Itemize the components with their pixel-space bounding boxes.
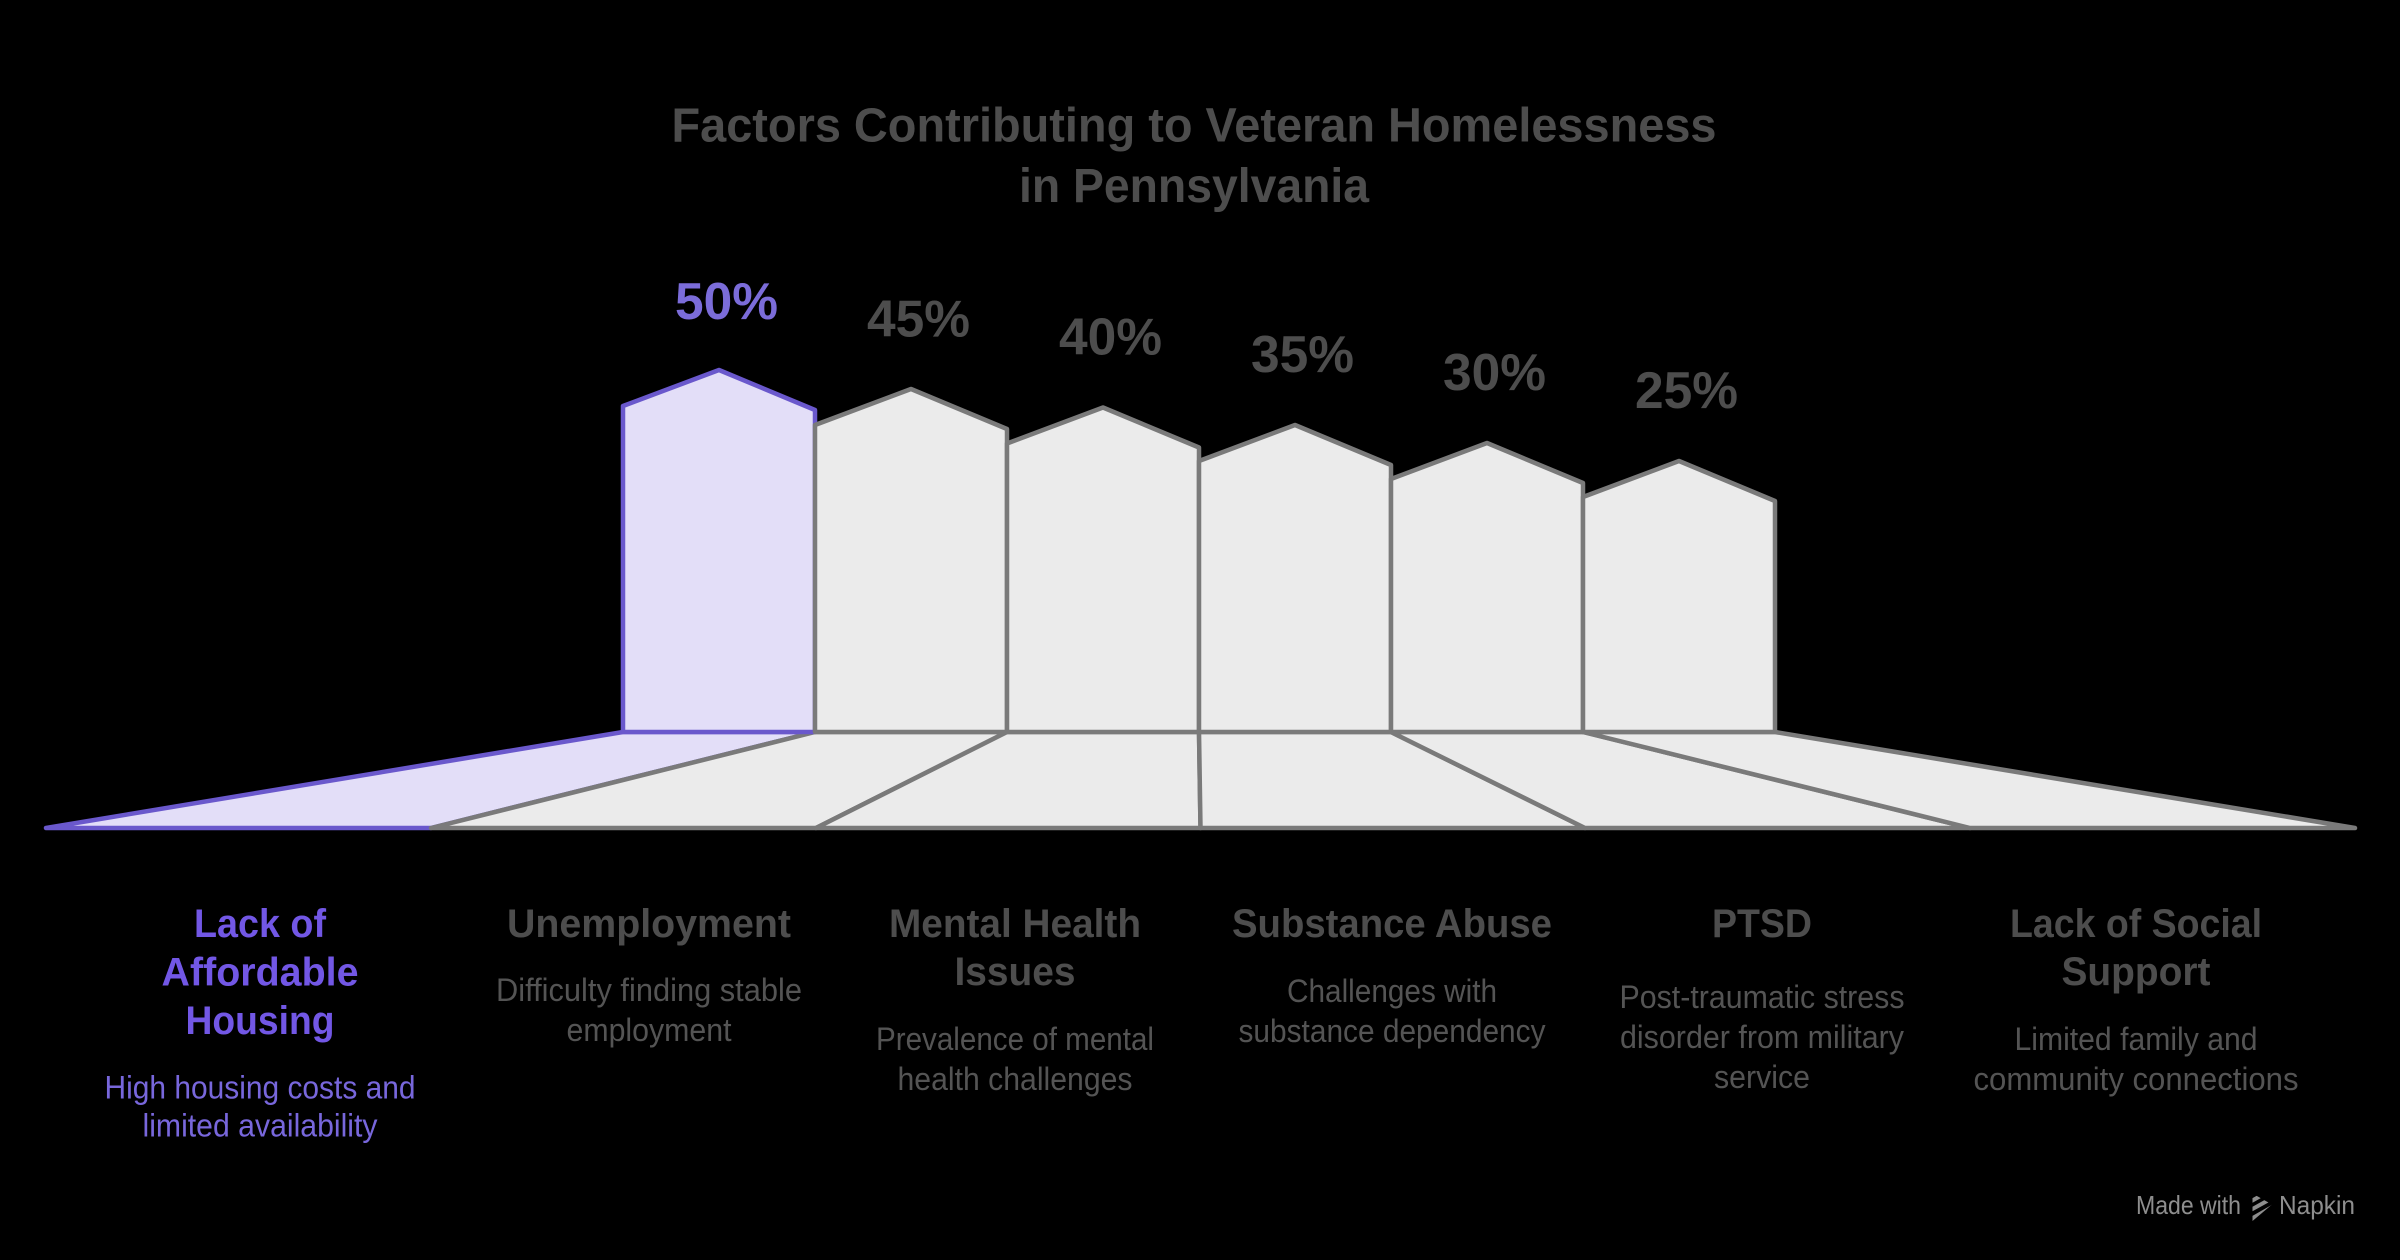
svg-text:25%: 25% [1635, 362, 1738, 420]
svg-text:Housing: Housing [186, 999, 335, 1043]
svg-text:disorder from military: disorder from military [1620, 1019, 1904, 1055]
svg-text:40%: 40% [1059, 309, 1162, 367]
svg-text:health challenges: health challenges [898, 1061, 1133, 1097]
svg-text:Lack of Social: Lack of Social [2010, 902, 2262, 946]
svg-text:Substance Abuse: Substance Abuse [1232, 902, 1552, 946]
svg-text:30%: 30% [1443, 344, 1546, 402]
svg-text:employment: employment [567, 1012, 732, 1048]
svg-text:Factors Contributing to Vetera: Factors Contributing to Veteran Homeless… [672, 100, 1717, 153]
svg-text:50%: 50% [675, 273, 778, 331]
svg-text:Prevalence of mental: Prevalence of mental [876, 1021, 1154, 1057]
svg-text:community connections: community connections [1974, 1061, 2299, 1097]
svg-text:substance dependency: substance dependency [1239, 1013, 1546, 1049]
svg-text:Mental Health: Mental Health [889, 902, 1141, 946]
svg-text:Post-traumatic stress: Post-traumatic stress [1620, 979, 1905, 1015]
svg-text:limited availability: limited availability [143, 1108, 378, 1144]
svg-text:Affordable: Affordable [162, 951, 359, 995]
svg-text:PTSD: PTSD [1712, 902, 1812, 946]
svg-text:35%: 35% [1251, 326, 1354, 384]
svg-text:Difficulty finding stable: Difficulty finding stable [496, 972, 802, 1008]
svg-text:Made with: Made with [2136, 1190, 2241, 1220]
svg-text:Limited family and: Limited family and [2015, 1021, 2258, 1057]
svg-text:Unemployment: Unemployment [507, 902, 791, 946]
svg-text:Issues: Issues [955, 950, 1076, 994]
svg-text:service: service [1714, 1059, 1810, 1095]
svg-text:Napkin: Napkin [2279, 1190, 2355, 1220]
svg-text:Challenges with: Challenges with [1287, 973, 1497, 1009]
svg-text:45%: 45% [867, 291, 970, 349]
svg-text:in Pennsylvania: in Pennsylvania [1019, 160, 1369, 213]
svg-text:High housing costs and: High housing costs and [105, 1070, 416, 1106]
svg-text:Lack of: Lack of [194, 902, 327, 946]
svg-text:Support: Support [2062, 950, 2211, 994]
